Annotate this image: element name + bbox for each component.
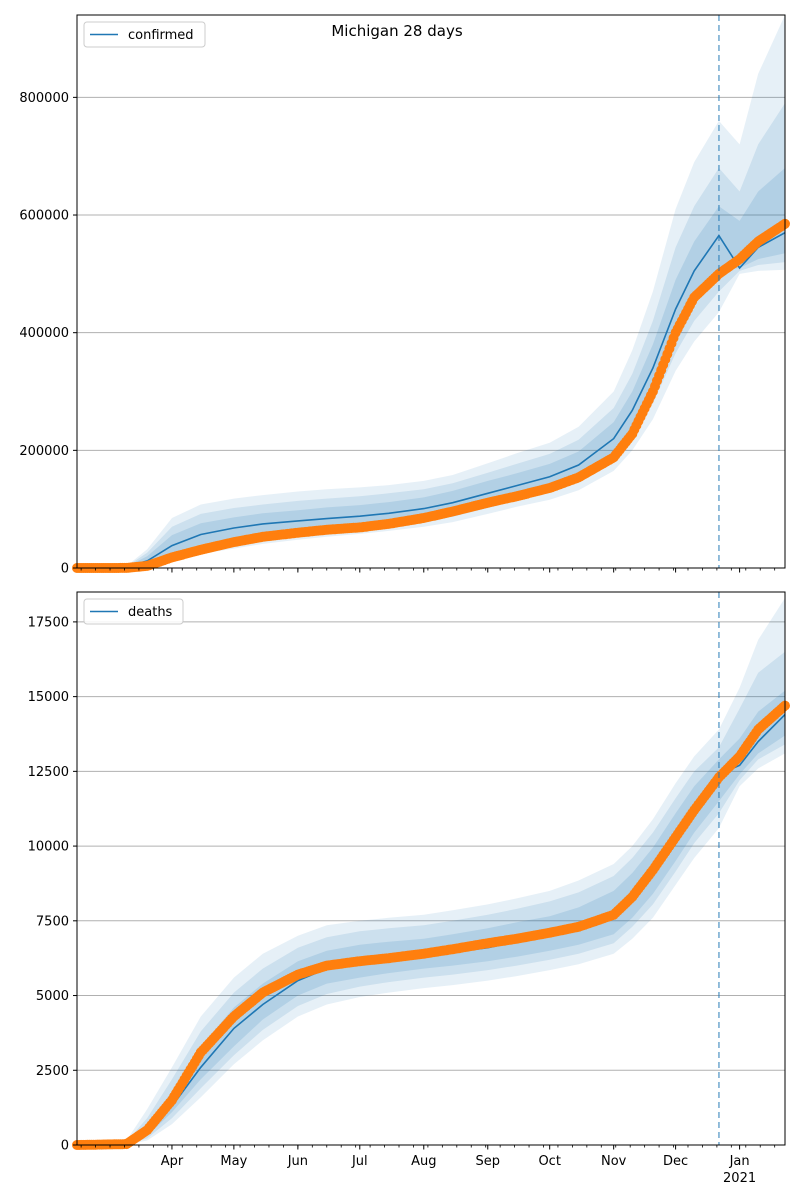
y-tick-label: 0 <box>61 562 69 577</box>
legend: confirmed <box>83 21 206 48</box>
x-tick-label: Nov <box>601 1154 627 1169</box>
legend-box <box>83 21 206 48</box>
y-tick-label: 600000 <box>19 209 69 224</box>
uncertainty-band-middle <box>77 651 785 1145</box>
y-tick-label: 7500 <box>36 914 69 929</box>
x-tick-label: Jan <box>729 1154 750 1169</box>
uncertainty-band-outer <box>77 15 785 568</box>
legend-label: deaths <box>128 605 173 620</box>
x-tick-label: Aug <box>411 1154 436 1169</box>
axes-frame <box>76 14 786 569</box>
uncertainty-band-outer <box>77 598 785 1145</box>
x-year-label: 2021 <box>723 1171 756 1186</box>
x-tick-label: Jul <box>351 1154 368 1169</box>
uncertainty-band-inner <box>77 168 785 568</box>
y-tick-label: 15000 <box>28 690 69 705</box>
axes-frame <box>76 591 786 1146</box>
y-tick-label: 12500 <box>28 765 69 780</box>
x-tick-label: Apr <box>161 1154 184 1169</box>
legend-box <box>83 598 184 625</box>
y-tick-label: 400000 <box>19 326 69 341</box>
x-tick-label: Oct <box>538 1154 560 1169</box>
y-tick-label: 10000 <box>28 840 69 855</box>
x-tick-label: Dec <box>663 1154 688 1169</box>
x-tick-label: Sep <box>476 1154 501 1169</box>
confirmed-panel: 0 200000 400000 600000 800000 confirmed <box>19 14 790 577</box>
y-tick-label: 17500 <box>28 615 69 630</box>
deaths-panel: 0 2500 5000 7500 10000 12500 15000 17500 deaths A… <box>28 591 790 1186</box>
y-tick-label: 5000 <box>36 989 69 1004</box>
legend: deaths <box>83 598 184 625</box>
median-line <box>76 231 786 569</box>
y-tick-label: 200000 <box>19 444 69 459</box>
chart-title: Michigan 28 days <box>331 22 462 40</box>
y-tick-label: 800000 <box>19 91 69 106</box>
y-tick-label: 2500 <box>36 1064 69 1079</box>
y-tick-label: 0 <box>61 1139 69 1154</box>
legend-label: confirmed <box>128 28 194 43</box>
uncertainty-band-middle <box>77 103 785 568</box>
x-tick-label: May <box>220 1154 247 1169</box>
x-tick-label: Jun <box>287 1154 308 1169</box>
